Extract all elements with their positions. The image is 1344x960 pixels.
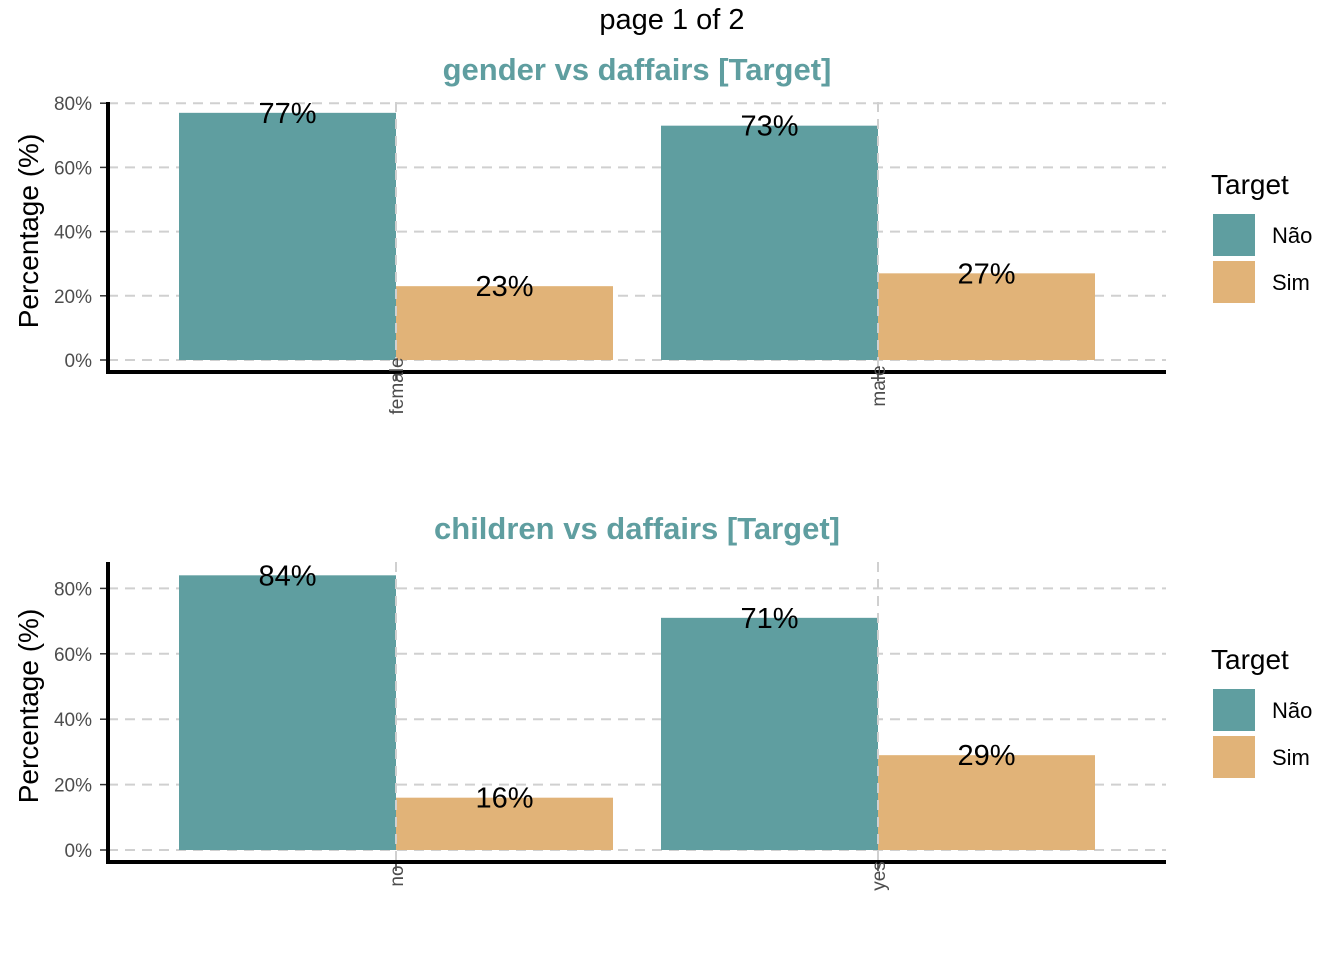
data-label: 23% [475, 271, 533, 303]
x-tick-label: yes [869, 861, 890, 891]
data-label: 16% [475, 783, 533, 815]
data-label: 84% [258, 560, 316, 592]
y-tick-label: 20% [54, 287, 92, 308]
y-tick-label: 40% [54, 710, 92, 731]
y-tick-label: 80% [54, 579, 92, 600]
legend-label: Não [1272, 223, 1312, 248]
bar-yes-sim [878, 755, 1095, 850]
y-axis-label: Percentage (%) [13, 134, 44, 329]
legend-label: Não [1272, 698, 1312, 723]
data-label: 27% [957, 258, 1015, 290]
chart-title: gender vs daffairs [Target] [443, 52, 832, 87]
bar-male-nao [661, 125, 878, 360]
legend-swatch-sim [1213, 261, 1255, 303]
bar-male-sim [878, 273, 1095, 360]
y-tick-label: 40% [54, 223, 92, 244]
legend-swatch-sim [1213, 736, 1255, 778]
y-tick-label: 20% [54, 776, 92, 797]
legend-title: Target [1211, 644, 1289, 675]
page-title: page 1 of 2 [599, 4, 745, 36]
y-tick-label: 60% [54, 158, 92, 179]
legend-swatch-nao [1213, 214, 1255, 256]
chart-title: children vs daffairs [Target] [434, 511, 840, 546]
legend: Target Não Sim [1211, 169, 1312, 303]
bar-female-nao [179, 112, 396, 360]
chart-panel-1: gender vs daffairs [Target] 0% 20% 40% 60% 80… [13, 52, 1312, 415]
data-label: 71% [740, 603, 798, 635]
y-axis-label: Percentage (%) [13, 609, 44, 804]
bar-no-nao [179, 575, 396, 850]
bar-female-sim [396, 286, 613, 360]
y-tick-label: 0% [65, 351, 93, 372]
legend-label: Sim [1272, 745, 1310, 770]
x-tick-label: female [387, 357, 408, 414]
y-tick-label: 60% [54, 645, 92, 666]
data-label: 77% [258, 98, 316, 130]
legend-swatch-nao [1213, 689, 1255, 731]
x-tick-label: no [387, 865, 408, 886]
data-label: 73% [740, 111, 798, 143]
legend-title: Target [1211, 169, 1289, 200]
legend: Target Não Sim [1211, 644, 1312, 778]
y-tick-label: 80% [54, 94, 92, 115]
bar-yes-nao [661, 617, 878, 850]
y-tick-label: 0% [65, 841, 93, 862]
data-label: 29% [957, 740, 1015, 772]
x-tick-label: male [869, 365, 890, 406]
bar-no-sim [396, 797, 613, 850]
legend-label: Sim [1272, 270, 1310, 295]
chart-panel-2: children vs daffairs [Target] 0% 20% 40% 60%… [13, 511, 1312, 891]
